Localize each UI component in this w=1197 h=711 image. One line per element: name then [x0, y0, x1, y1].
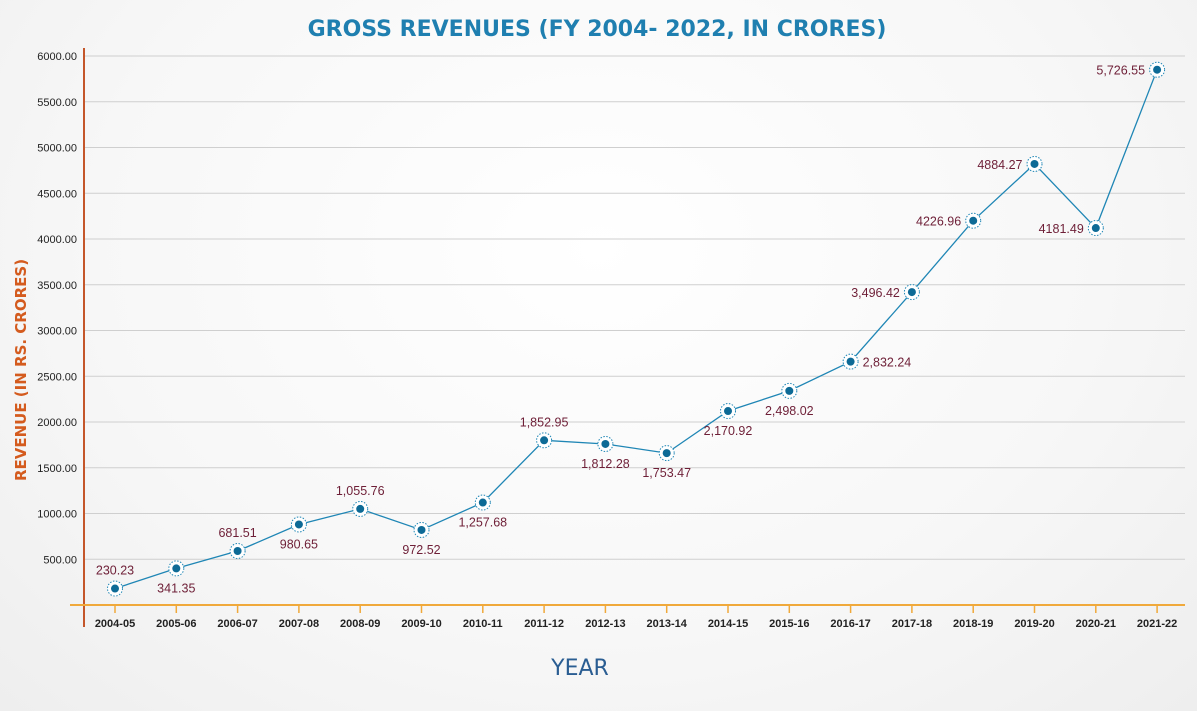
x-tick-label: 2006-07 [217, 618, 257, 630]
data-label: 1,753.47 [642, 466, 691, 480]
data-label: 1,257.68 [458, 516, 507, 530]
data-labels: 230.23 341.35 681.51 980.65 1,055.76 972.52 1,… [96, 64, 1145, 596]
data-label: 972.52 [402, 543, 440, 557]
data-point [846, 357, 855, 366]
x-tick-label: 2008-09 [340, 618, 380, 630]
x-tick-label: 2021-22 [1137, 618, 1177, 630]
x-tick-label: 2011-12 [524, 618, 564, 630]
data-label: 5,726.55 [1096, 64, 1145, 78]
data-point [1091, 224, 1100, 233]
y-tick-label: 6000.00 [37, 51, 77, 63]
x-tick-label: 2020-21 [1076, 618, 1116, 630]
data-point [478, 498, 487, 507]
y-tick-label: 2000.00 [37, 417, 77, 429]
data-point [172, 564, 181, 573]
y-axis-ticks: 500.00 1000.00 1500.00 2000.00 2500.00 3000.0… [37, 51, 77, 566]
data-point [1153, 65, 1162, 74]
data-label: 4181.49 [1039, 222, 1084, 236]
data-point [356, 504, 365, 513]
y-tick-label: 1500.00 [37, 463, 77, 475]
x-axis-ticks: 2004-05 2005-06 2006-07 2007-08 2008-09 2009-… [95, 605, 1177, 630]
data-label: 230.23 [96, 564, 134, 578]
data-point [540, 436, 549, 445]
series-line [114, 69, 1158, 590]
data-label: 1,812.28 [581, 457, 630, 471]
x-tick-label: 2007-08 [279, 618, 319, 630]
data-point [662, 449, 671, 458]
data-point [969, 216, 978, 225]
data-label: 2,170.92 [704, 424, 753, 438]
data-label: 1,055.76 [336, 484, 385, 498]
y-tick-label: 3000.00 [37, 326, 77, 338]
y-tick-label: 1000.00 [37, 509, 77, 521]
x-tick-label: 2004-05 [95, 618, 135, 630]
x-axis-label: YEAR [550, 656, 609, 681]
x-tick-label: 2015-16 [769, 618, 809, 630]
y-tick-label: 3500.00 [37, 280, 77, 292]
data-point [111, 584, 119, 593]
data-point [233, 547, 242, 556]
y-tick-label: 2500.00 [37, 371, 77, 383]
x-tick-label: 2010-11 [463, 618, 503, 630]
x-tick-label: 2014-15 [708, 618, 748, 630]
chart-title: GROSS REVENUES (FY 2004- 2022, IN CRORES… [308, 17, 887, 42]
y-tick-label: 4000.00 [37, 234, 77, 246]
x-tick-label: 2009-10 [401, 618, 441, 630]
x-tick-label: 2017-18 [892, 618, 932, 630]
x-tick-label: 2012-13 [585, 618, 625, 630]
data-label: 2,498.02 [765, 404, 814, 418]
data-label: 3,496.42 [851, 286, 900, 300]
data-label: 4884.27 [977, 158, 1022, 172]
series-revenue [107, 61, 1166, 597]
x-tick-label: 2016-17 [830, 618, 870, 630]
data-label: 341.35 [157, 581, 195, 595]
data-label: 980.65 [280, 537, 318, 551]
x-tick-label: 2019-20 [1014, 618, 1054, 630]
y-tick-label: 5500.00 [37, 97, 77, 109]
data-label: 1,852.95 [520, 415, 569, 429]
data-label: 4226.96 [916, 215, 961, 229]
data-point [417, 525, 426, 534]
data-point [601, 439, 610, 448]
data-label: 681.51 [218, 526, 256, 540]
data-point [1030, 159, 1039, 168]
y-tick-label: 500.00 [43, 554, 77, 566]
data-point [724, 407, 732, 416]
data-label: 2,832.24 [863, 356, 912, 370]
x-tick-label: 2005-06 [156, 618, 196, 630]
grid-lines [84, 55, 1185, 560]
x-tick-label: 2013-14 [647, 618, 688, 630]
data-point [294, 520, 303, 529]
y-tick-label: 4500.00 [37, 188, 77, 200]
x-tick-label: 2018-19 [953, 618, 993, 630]
data-point [785, 386, 794, 395]
y-axis-label: REVENUE (IN RS. CRORES) [12, 259, 30, 481]
data-point [907, 288, 916, 297]
y-tick-label: 5000.00 [37, 143, 77, 155]
